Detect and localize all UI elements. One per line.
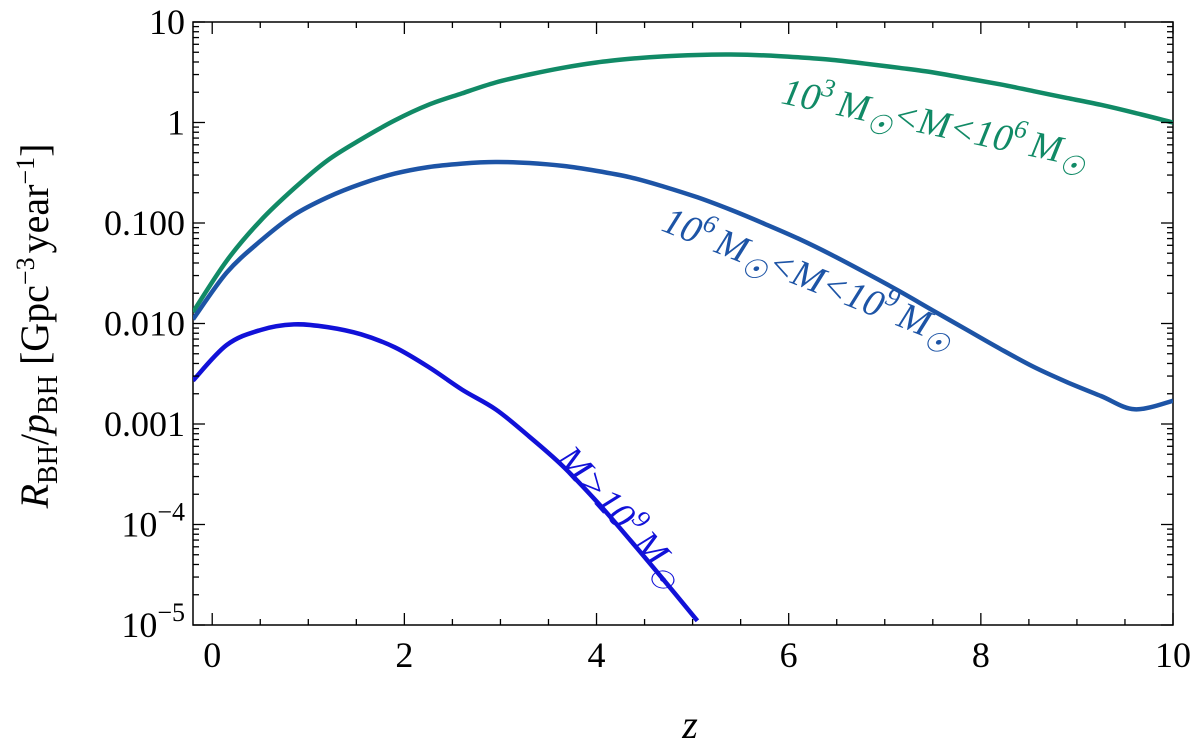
y-tick-label: 1 [167,103,185,143]
series-label-blue: 106M☉<M<109M☉ [654,194,965,363]
data-curves [193,52,1173,623]
series-label-darkblue: M>109M☉ [542,433,700,600]
y-tick-label: 10 [149,2,185,42]
x-tick-label: 10 [1155,635,1191,675]
y-axis-label: RBH/pBH[Gpc−3year−1] [11,144,64,510]
series-line-0 [193,52,1173,314]
x-tick-label: 8 [972,635,990,675]
svg-text:RBH/pBH[Gpc−3year−1]: RBH/pBH[Gpc−3year−1] [11,144,64,510]
series-line-2 [193,322,700,623]
y-tick-label: 0.001 [104,404,185,444]
y-axis-ticks: 10 1 0.100 0.010 0.001 10−4 10−5 [104,2,1173,645]
plot-frame [192,21,1174,626]
series-line-1 [193,159,1173,412]
x-axis-label: z [681,702,698,747]
svg-text:M>109M☉: M>109M☉ [542,433,700,600]
y-tick-label: 0.100 [104,203,185,243]
svg-text:106M☉<M<109M☉: 106M☉<M<109M☉ [654,194,965,363]
svg-text:103M☉<M<106M☉: 103M☉<M<106M☉ [776,65,1093,185]
x-tick-label: 6 [780,635,798,675]
x-tick-label: 4 [588,635,606,675]
x-axis-ticks: 0 2 4 6 8 10 [203,22,1191,675]
x-tick-label: 2 [395,635,413,675]
series-label-green: 103M☉<M<106M☉ [776,65,1093,185]
y-tick-label: 10−5 [121,598,185,645]
x-tick-label: 0 [203,635,221,675]
y-tick-label: 10−4 [121,498,185,545]
y-tick-label: 0.010 [104,304,185,344]
plot-border [192,21,1174,626]
